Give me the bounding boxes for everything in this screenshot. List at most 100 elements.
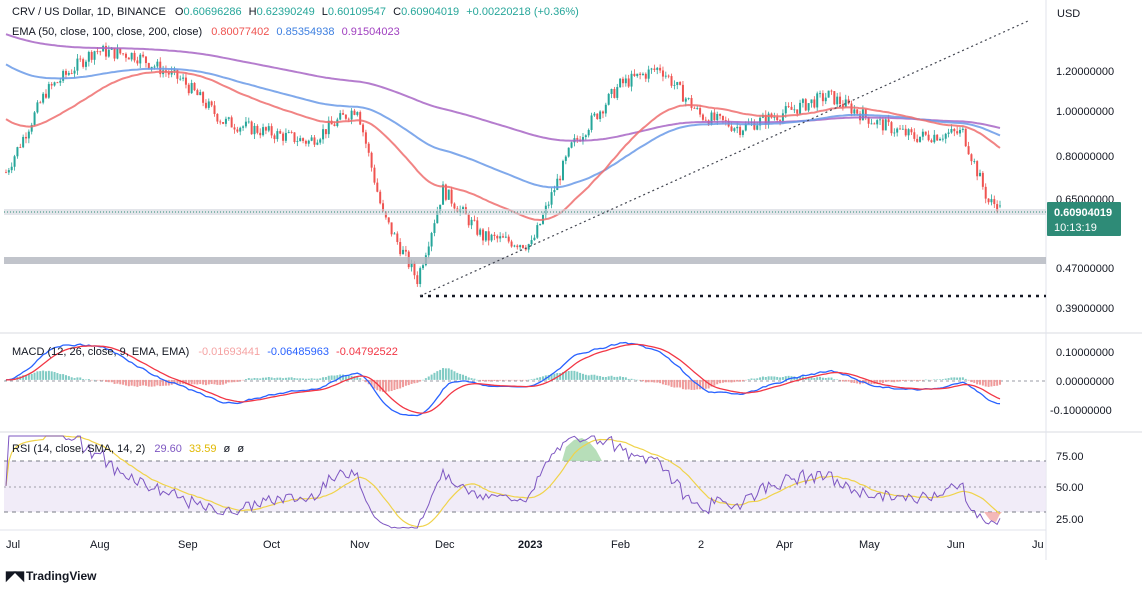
macd-histogram-bar xyxy=(687,379,690,390)
macd-histogram-bar xyxy=(979,379,982,385)
macd-histogram-bar xyxy=(173,379,176,384)
macd-histogram-bar xyxy=(684,379,687,390)
macd-signal-line[interactable] xyxy=(5,343,1001,414)
rsi-legend[interactable]: RSI (14, close, SMA, 14, 2) 29.60 33.59 … xyxy=(12,442,248,456)
macd-histogram-bar xyxy=(661,379,664,385)
macd-histogram-bar xyxy=(287,377,290,380)
macd-legend[interactable]: MACD (12, 26, close, 9, EMA, EMA) -0.016… xyxy=(12,345,402,359)
candle-body xyxy=(267,126,270,131)
candle-body xyxy=(84,61,87,67)
trendline[interactable] xyxy=(419,20,1029,297)
candle-body xyxy=(393,233,396,235)
rsi-ma-line[interactable] xyxy=(5,435,1001,528)
candle-body xyxy=(462,207,465,210)
macd-histogram-bar xyxy=(816,377,819,380)
macd-histogram-bar xyxy=(464,375,467,380)
time-tick: Apr xyxy=(776,539,793,551)
candle-body xyxy=(353,110,356,115)
symbol-legend[interactable]: CRV / US Dollar, 1D, BINANCE O0.60696286… xyxy=(12,5,583,19)
ema100-line[interactable] xyxy=(5,63,1001,189)
macd-histogram-bar xyxy=(5,379,7,381)
candle-body xyxy=(939,138,942,141)
support-zone-current[interactable] xyxy=(4,209,1046,215)
candle-body xyxy=(993,199,996,205)
rsi-line[interactable] xyxy=(5,435,1001,529)
candle-body xyxy=(187,84,190,94)
support-zone-low[interactable] xyxy=(4,257,1046,264)
macd-histogram-bar xyxy=(419,379,422,382)
macd-histogram-bar xyxy=(199,379,202,385)
time-axis[interactable]: Jul Aug Sep Oct Nov Dec 2023 Feb 2 Apr M… xyxy=(6,539,1044,551)
candle-body xyxy=(219,121,222,123)
price-tick: 0.47000000 xyxy=(1056,263,1114,275)
macd-histogram-bar xyxy=(756,378,759,380)
macd-histogram-bar xyxy=(216,379,219,385)
macd-histogram-bar xyxy=(196,379,199,385)
candle-body xyxy=(413,263,416,276)
candle-body xyxy=(659,67,662,71)
candle-body xyxy=(270,126,273,136)
candle-body xyxy=(264,127,267,131)
ema50-line[interactable] xyxy=(5,70,1001,222)
macd-histogram-bar xyxy=(493,379,496,381)
candle-body xyxy=(47,84,50,98)
candle-body xyxy=(736,126,739,129)
macd-histogram-bar xyxy=(847,379,850,382)
price-axis[interactable]: USD 1.20000000 1.00000000 0.80000000 0.6… xyxy=(1050,8,1114,526)
candle-body xyxy=(87,52,90,62)
candle-body xyxy=(436,210,439,224)
candle-body xyxy=(867,117,870,124)
candle-body xyxy=(504,236,507,238)
candle-body xyxy=(419,268,422,285)
macd-histogram-bar xyxy=(290,377,293,380)
candle-body xyxy=(404,249,407,252)
current-price-badge[interactable]: 0.60904019 10:13:19 xyxy=(1047,202,1121,236)
macd-histogram-bar xyxy=(744,379,747,381)
candle-body xyxy=(870,123,873,125)
candle-body xyxy=(887,119,890,123)
candle-body xyxy=(362,124,365,133)
macd-histogram-bar xyxy=(416,379,419,383)
macd-histogram-bar xyxy=(379,379,382,392)
macd-histogram-bar xyxy=(259,378,262,380)
candle-body xyxy=(521,245,524,248)
candle-body xyxy=(193,82,196,91)
macd-histogram-bar xyxy=(490,379,493,382)
macd-histogram-bar xyxy=(156,379,159,386)
macd-histogram-bar xyxy=(944,378,947,380)
macd-histogram-bar xyxy=(987,379,990,387)
candle-body xyxy=(807,103,810,111)
candle-body xyxy=(82,59,85,67)
price-tick: 0.39000000 xyxy=(1056,303,1114,315)
rsi-oversold-fill xyxy=(984,512,1002,522)
candle-body xyxy=(204,102,207,108)
candle-body xyxy=(510,241,513,247)
candle-body xyxy=(210,101,213,106)
macd-histogram-bar xyxy=(459,373,462,380)
macd-histogram-bar xyxy=(881,379,884,384)
tradingview-brand[interactable]: ◤◥ TradingView xyxy=(6,568,96,584)
candle-body xyxy=(230,117,233,128)
candle-body xyxy=(279,131,282,134)
macd-histogram-bar xyxy=(524,379,527,381)
macd-histogram-bar xyxy=(673,379,676,388)
candle-body xyxy=(136,60,139,64)
candle-body xyxy=(647,69,650,79)
candle-body xyxy=(936,134,939,141)
ema-legend[interactable]: EMA (50, close, 100, close, 200, close) … xyxy=(12,25,404,39)
candle-body xyxy=(581,137,584,142)
candle-body xyxy=(721,115,724,121)
candle-body xyxy=(213,105,216,114)
candle-body xyxy=(804,99,807,111)
macd-histogram-bar xyxy=(590,374,593,380)
ema200-line[interactable] xyxy=(5,33,1001,142)
candle-body xyxy=(176,69,179,79)
candle-body xyxy=(64,70,67,75)
macd-histogram-bar xyxy=(282,378,285,380)
macd-histogram-bar xyxy=(939,379,942,380)
candle-body xyxy=(779,120,782,121)
macd-histogram-bar xyxy=(884,379,887,383)
macd-histogram-bar xyxy=(219,379,222,385)
rsi-tick: 50.00 xyxy=(1056,482,1084,494)
